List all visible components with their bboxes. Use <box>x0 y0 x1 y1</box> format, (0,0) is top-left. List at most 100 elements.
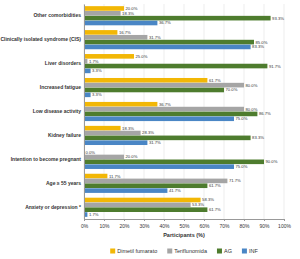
tick-label: Liver disorders <box>45 60 81 66</box>
bar <box>84 140 147 145</box>
bar <box>84 203 191 208</box>
tick: Other comorbidities <box>33 12 84 18</box>
bar <box>84 198 201 203</box>
bar <box>84 40 254 45</box>
tick: 0% <box>81 219 89 229</box>
tick-mark <box>264 219 265 221</box>
data-label: 80.0% <box>246 107 258 112</box>
tick: Liver disorders <box>45 60 84 66</box>
tick: Kidney failure <box>48 132 84 138</box>
bar <box>84 35 147 40</box>
plot: 20.0% 16.7% 25.0% 61.7% 36.7% 18.3% 0.0% 11.7% 5… <box>0 4 291 229</box>
data-label: 18.3% <box>122 126 134 131</box>
tick-label: 60% <box>199 223 210 229</box>
tick: 40% <box>159 219 170 229</box>
tick-mark <box>124 219 125 221</box>
bar <box>84 78 207 83</box>
tick: 60% <box>199 219 210 229</box>
legend-swatch <box>167 249 172 254</box>
bar <box>84 164 234 169</box>
legend-item: Teriflunomida <box>167 248 208 254</box>
grid-line <box>244 4 245 219</box>
legend-item: Dimetil fumarato <box>110 248 157 254</box>
data-label: 20.0% <box>126 154 138 159</box>
data-label: 86.7% <box>259 111 271 116</box>
data-label: 28.3% <box>142 130 154 135</box>
chart-svg: 20.0% 16.7% 25.0% 61.7% 36.7% 18.3% 0.0% 11.7% 5… <box>0 0 300 259</box>
bar <box>84 30 117 35</box>
axis-title: Participants (%) <box>163 232 205 238</box>
data-label: 3.3% <box>92 68 102 73</box>
data-label: 1.7% <box>89 59 99 64</box>
legend-item: AG <box>217 248 232 254</box>
tick-label: Kidney failure <box>48 132 81 138</box>
tick-label: 40% <box>159 223 170 229</box>
tick-label: 90% <box>259 223 270 229</box>
tick: 70% <box>219 219 230 229</box>
tick: Low disease activity <box>33 108 84 114</box>
data-label: 31.7% <box>149 35 161 40</box>
tick-mark <box>104 219 105 221</box>
data-label: 11.7% <box>109 174 121 179</box>
data-label: 70.0% <box>226 87 238 92</box>
tick-label: 20% <box>119 223 130 229</box>
bar <box>84 107 244 112</box>
tick-label: 100% <box>278 223 291 229</box>
bar <box>84 6 124 11</box>
bar <box>84 136 251 141</box>
legend-label: INF <box>249 248 259 254</box>
bar <box>84 112 257 117</box>
tick-label: Age ≥ 55 years <box>46 180 81 186</box>
tick-label: Intention to become pregnant <box>11 156 82 162</box>
data-label: 41.7% <box>169 188 181 193</box>
data-label: 36.7% <box>159 20 171 25</box>
data-label: 83.3% <box>252 135 264 140</box>
tick-label: Increased fatigue <box>40 84 81 90</box>
tick: 50% <box>179 219 190 229</box>
data-label: 16.7% <box>119 30 131 35</box>
bar <box>84 188 167 193</box>
data-label: 1.7% <box>89 212 99 217</box>
bars <box>84 6 271 217</box>
legend-swatch <box>217 249 222 254</box>
tick-label: 50% <box>179 223 190 229</box>
bar <box>84 88 224 93</box>
data-label: 90.0% <box>266 159 278 164</box>
axis-line <box>85 220 285 222</box>
bar <box>84 183 207 188</box>
tick-label: 30% <box>139 223 150 229</box>
tick-label: 0% <box>81 223 89 229</box>
tick: Increased fatigue <box>40 84 84 90</box>
legend-item: INF <box>242 248 259 254</box>
tick: Intention to become pregnant <box>11 156 84 162</box>
bar <box>84 207 207 212</box>
bar <box>84 11 121 16</box>
grid <box>84 4 284 219</box>
bar <box>84 155 124 160</box>
tick: 100% <box>278 219 291 229</box>
tick-mark <box>204 219 205 221</box>
data-label: 31.7% <box>149 140 161 145</box>
tick-mark <box>184 219 185 221</box>
data-label: 75.0% <box>236 116 248 121</box>
chart-container: 20.0% 16.7% 25.0% 61.7% 36.7% 18.3% 0.0% 11.7% 5… <box>0 0 300 259</box>
data-label: 61.7% <box>209 207 221 212</box>
data-label: 0.0% <box>86 150 96 155</box>
data-label: 25.0% <box>136 54 148 59</box>
tick: 10% <box>99 219 110 229</box>
x-axis: 0%10%20%30%40%50%60%70%80%90%100% <box>81 219 292 229</box>
bar <box>84 179 227 184</box>
bar <box>84 21 157 26</box>
grid-line <box>84 4 85 219</box>
tick-mark <box>224 219 225 221</box>
data-label: 36.7% <box>159 102 171 107</box>
bar <box>84 16 271 21</box>
data-label: 83.3% <box>252 44 264 49</box>
bar <box>84 174 107 179</box>
data-label: 18.3% <box>122 11 134 16</box>
data-label: 3.3% <box>92 92 102 97</box>
tick: Anxiety or depression * <box>25 204 84 210</box>
data-label: 91.7% <box>269 64 281 69</box>
data-label: 61.7% <box>209 78 221 83</box>
bar <box>84 102 157 107</box>
